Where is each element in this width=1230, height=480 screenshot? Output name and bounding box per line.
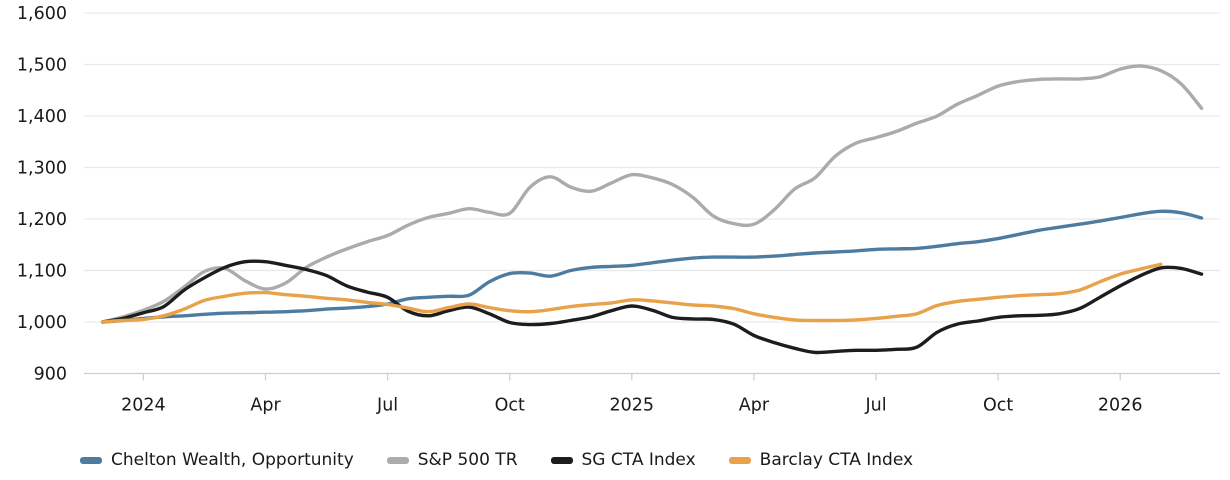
y-axis-label-1600: 1,600 <box>17 4 67 24</box>
y-axis-label-1100: 1,100 <box>17 262 67 282</box>
legend-item-sp-500-tr[interactable]: S&P 500 TR <box>386 450 518 470</box>
series-line-barclay-cta-index <box>101 262 1163 324</box>
x-axis-label-2026: 2026 <box>1098 396 1143 416</box>
x-axis-label-2025: 2025 <box>610 396 655 416</box>
x-axis-label-apr: Apr <box>250 396 281 416</box>
legend-item-sg-cta-index[interactable]: SG CTA Index <box>550 450 696 470</box>
legend-item-chelton-wealth-opportunity[interactable]: Chelton Wealth, Opportunity <box>80 452 354 469</box>
y-axis-label-1000: 1,000 <box>17 313 67 333</box>
x-axis-label-2024: 2024 <box>121 396 166 416</box>
x-axis-label-jul: Jul <box>376 396 398 416</box>
y-axis-label-900: 900 <box>34 365 67 385</box>
legend-label-chelton-wealth-opportunity: Chelton Wealth, Opportunity <box>111 450 354 470</box>
legend-label-sp-500-tr: S&P 500 TR <box>417 450 518 470</box>
chart-canvas: 900 1,000 1,100 1,200 1,300 1,400 1,500 1,600 20… <box>17 4 1220 416</box>
legend-swatch-sp-500-tr <box>386 457 409 464</box>
legend-swatch-chelton-wealth-opportunity <box>80 457 102 464</box>
x-axis-label-apr: Apr <box>739 396 770 416</box>
legend-label-sg-cta-index: SG CTA Index <box>581 450 696 470</box>
chart-legend: Chelton Wealth, Opportunity S&P 500 TR S… <box>80 452 913 469</box>
series-line-sg-cta-index <box>101 259 1204 355</box>
legend-swatch-barclay-cta-index <box>728 457 751 464</box>
y-axis-label-1500: 1,500 <box>17 56 67 76</box>
y-axis-label-1200: 1,200 <box>17 210 67 230</box>
x-axis-label-jul: Jul <box>864 396 886 416</box>
x-axis-label-oct: Oct <box>495 396 525 416</box>
legend-label-barclay-cta-index: Barclay CTA Index <box>759 450 914 470</box>
series-line-s-p-500-tr <box>101 64 1204 324</box>
series-line-chelton-wealth-opportunity <box>101 209 1204 324</box>
y-axis-label-1400: 1,400 <box>17 107 67 127</box>
legend-swatch-sg-cta-index <box>550 457 573 464</box>
y-axis-label-1300: 1,300 <box>17 159 67 179</box>
x-axis-label-oct: Oct <box>983 396 1013 416</box>
legend-item-barclay-cta-index[interactable]: Barclay CTA Index <box>728 450 914 470</box>
